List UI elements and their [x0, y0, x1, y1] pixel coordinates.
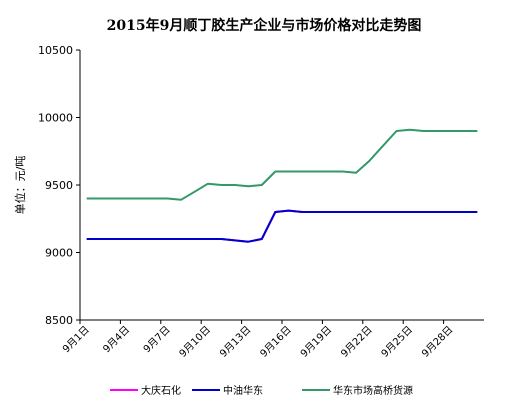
y-tick-label: 9500: [45, 179, 73, 192]
x-tick-label: 9月7日: [141, 324, 173, 356]
x-tick-label: 9月13日: [217, 324, 253, 360]
y-tick-label: 10500: [38, 44, 73, 57]
x-tick-label: 9月19日: [298, 324, 334, 360]
y-tick-label: 8500: [45, 314, 73, 327]
legend-label: 中油华东: [223, 384, 263, 397]
x-tick-label: 9月4日: [101, 324, 133, 356]
y-tick-label: 9000: [45, 247, 73, 260]
series-line: [86, 128, 478, 201]
y-axis-label: 单位：元/吨: [13, 156, 27, 215]
legend-label: 华东市场高桥货源: [333, 384, 413, 397]
x-tick-label: 9月28日: [419, 324, 455, 360]
x-tick-label: 9月22日: [339, 324, 375, 360]
x-tick-label: 9月16日: [258, 324, 294, 360]
legend-label: 大庆石化: [141, 384, 181, 397]
x-tick-label: 9月1日: [60, 324, 92, 356]
x-tick-label: 9月10日: [177, 324, 213, 360]
series-line: [86, 209, 478, 243]
y-tick-label: 10000: [38, 112, 73, 125]
chart-title: 2015年9月顺丁胶生产企业与市场价格对比走势图: [107, 17, 422, 34]
x-tick-label: 9月25日: [379, 324, 415, 360]
series-line: [86, 209, 478, 243]
